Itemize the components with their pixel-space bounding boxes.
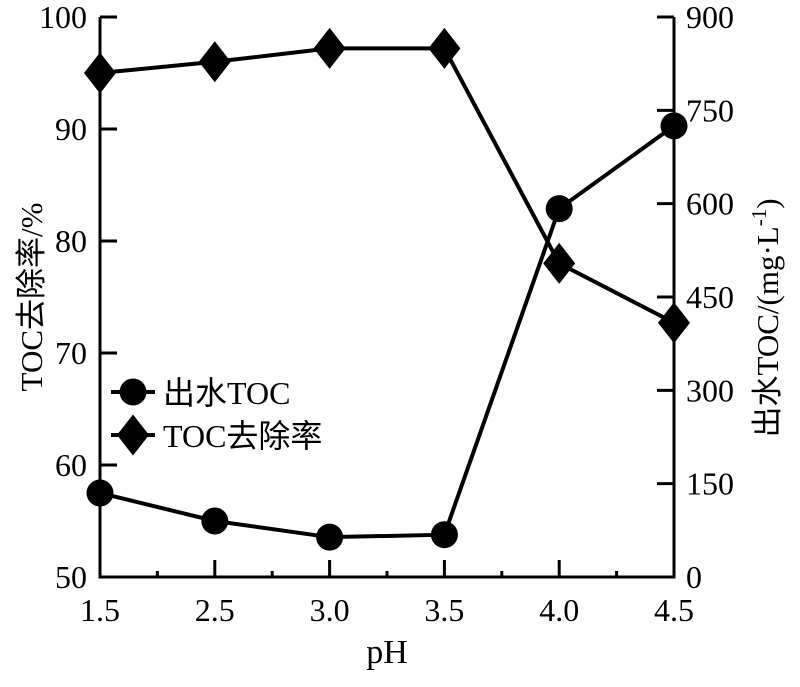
left-axis-tick-label: 60 [55,447,87,483]
series-0-circle-marker [660,112,688,140]
axes-layer [98,17,676,579]
right-axis-label: 出水TOC/(mg·L-1) [747,198,785,437]
legend-circle-marker [119,378,147,406]
series-0-circle-marker [545,195,573,223]
series-0-circle-marker [430,521,458,549]
left-axis-tick-label: 100 [39,0,87,35]
x-axis-tick-label: 1.5 [80,592,120,628]
x-axis-tick-label: 3.0 [310,592,350,628]
series-1-diamond-marker [84,52,116,94]
left-axis-tick-label: 80 [55,223,87,259]
legend-label: TOC去除率 [163,418,322,454]
x-axis-tick-label: 2.5 [195,592,235,628]
series-layer [84,27,690,551]
series-1-diamond-marker [658,302,690,344]
legend-label: 出水TOC [163,375,290,411]
series-0-circle-marker [201,507,229,535]
legend: 出水TOC TOC去除率 [111,375,322,456]
right-axis-tick-label: 750 [686,92,734,128]
left-axis-tick-label: 90 [55,111,87,147]
right-axis-tick-label: 150 [686,466,734,502]
series-1-diamond-marker [198,41,231,83]
x-axis-tick-label: 4.0 [539,592,579,628]
left-axis-tick-label: 70 [55,335,87,371]
series-0-circle-marker [86,479,114,507]
right-axis-tick-label: 600 [686,186,734,222]
right-axis-tick-label: 0 [686,559,702,595]
series-1-diamond-marker [313,27,346,69]
x-axis-label: pH [366,634,408,671]
ticks-layer: 50 60 70 80 90 100 0 150 300 450 600 750 900 1.5 2.5 3.… [39,0,734,628]
left-axis-label: TOC去除率/% [14,203,49,392]
series-line-1 [99,46,675,325]
x-axis-tick-label: 4.5 [654,592,694,628]
right-axis-tick-label: 900 [686,0,734,35]
x-axis-tick-label: 3.5 [424,592,464,628]
series-line-0 [99,124,676,540]
right-axis-tick-label: 450 [686,279,734,315]
series-1-diamond-marker [543,242,576,284]
series-1-diamond-marker [428,27,461,69]
series-0-circle-marker [316,523,344,551]
right-axis-tick-label: 300 [686,372,734,408]
legend-diamond-marker [117,414,149,456]
left-axis-tick-label: 50 [55,559,87,595]
